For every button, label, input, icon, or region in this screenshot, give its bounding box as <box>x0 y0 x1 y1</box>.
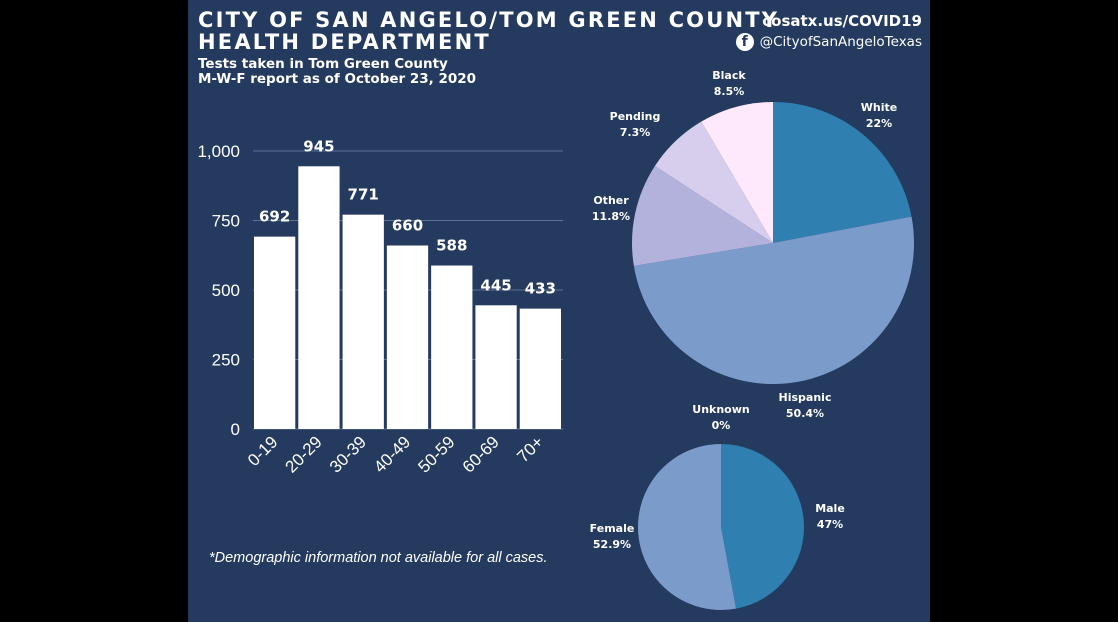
pie-slice-black <box>701 102 773 243</box>
y-tick-label: 1,000 <box>197 142 240 161</box>
facebook-icon: f <box>735 33 754 51</box>
subtitle-line-1: Tests taken in Tom Green County <box>198 56 448 72</box>
bar-value-label: 945 <box>303 137 334 155</box>
slice-percent-label: 22% <box>866 117 892 130</box>
slice-percent-label: 47% <box>817 518 843 531</box>
slice-label: Pending <box>610 110 661 123</box>
slice-percent-label: 11.8% <box>592 210 630 223</box>
sex-pie-chart: Male 47% Female 52.9% Unknown 0% <box>590 403 845 610</box>
y-tick-label: 500 <box>212 281 240 300</box>
bar <box>475 305 517 429</box>
slice-label: Other <box>593 194 629 207</box>
bar <box>386 245 429 429</box>
facebook-handle: @CityofSanAngeloTexas <box>759 34 922 50</box>
slice-percent-label: 8.5% <box>714 85 745 98</box>
y-tick-label: 0 <box>231 420 240 439</box>
y-tick-label: 250 <box>212 351 240 370</box>
pie-slice-other <box>632 165 773 266</box>
slice-percent-label: 7.3% <box>620 126 651 139</box>
bar <box>431 265 473 429</box>
title-line-1: CITY OF SAN ANGELO/TOM GREEN COUNTY <box>198 8 780 32</box>
pie-slice-hispanic <box>633 216 915 385</box>
bar <box>519 308 561 429</box>
bar <box>298 166 340 430</box>
x-tick-label: 60-69 <box>459 432 503 476</box>
slice-label: White <box>861 101 897 114</box>
pie-slice-pending <box>654 121 773 243</box>
footnote: *Demographic information not available f… <box>209 550 548 566</box>
x-tick-label: 30-39 <box>326 432 370 476</box>
bar <box>342 214 384 429</box>
slice-percent-label: 50.4% <box>786 407 824 420</box>
x-tick-label: 0-19 <box>244 432 281 469</box>
x-tick-label: 50-59 <box>414 432 458 476</box>
bar-value-label: 771 <box>348 186 379 204</box>
slice-label: Black <box>712 69 746 82</box>
pie-slice-female <box>638 444 737 610</box>
y-tick-label: 750 <box>212 212 240 231</box>
website-url[interactable]: cosatx.us/COVID19 <box>762 12 922 30</box>
x-tick-label: 20-29 <box>282 432 326 476</box>
slice-label: Male <box>815 502 845 515</box>
x-tick-label: 70+ <box>513 432 547 466</box>
bar-value-label: 588 <box>436 237 467 255</box>
bar-value-label: 445 <box>480 276 511 294</box>
slice-label: Hispanic <box>779 391 832 404</box>
facebook-link[interactable]: f @CityofSanAngeloTexas <box>735 33 922 51</box>
pie-slice-white <box>773 102 912 243</box>
bar-value-label: 692 <box>259 208 290 226</box>
infographic-panel: CITY OF SAN ANGELO/TOM GREEN COUNTY HEAL… <box>188 0 930 622</box>
slice-label: Female <box>590 522 635 535</box>
slice-percent-label: 0% <box>712 419 731 432</box>
bar-value-label: 660 <box>392 217 423 235</box>
slice-label: Unknown <box>692 403 749 416</box>
pie-slice-male <box>721 444 805 609</box>
slice-percent-label: 52.9% <box>593 538 631 551</box>
subtitle-line-2: M-W-F report as of October 23, 2020 <box>198 71 477 87</box>
charts-canvas: 0 250 500 750 1,000 692 0-19 945 20-29 771 30-39 66… <box>197 69 915 610</box>
ethnicity-pie-chart: White 22% Hispanic 50.4% Other 11.8% Pending 7.… <box>592 69 915 420</box>
x-tick-label: 40-49 <box>370 432 414 476</box>
bar-chart: 0 250 500 750 1,000 692 0-19 945 20-29 771 30-39 66… <box>197 137 563 477</box>
title-line-2: HEALTH DEPARTMENT <box>198 30 491 54</box>
bar <box>254 236 296 429</box>
bar-value-label: 433 <box>525 280 556 298</box>
